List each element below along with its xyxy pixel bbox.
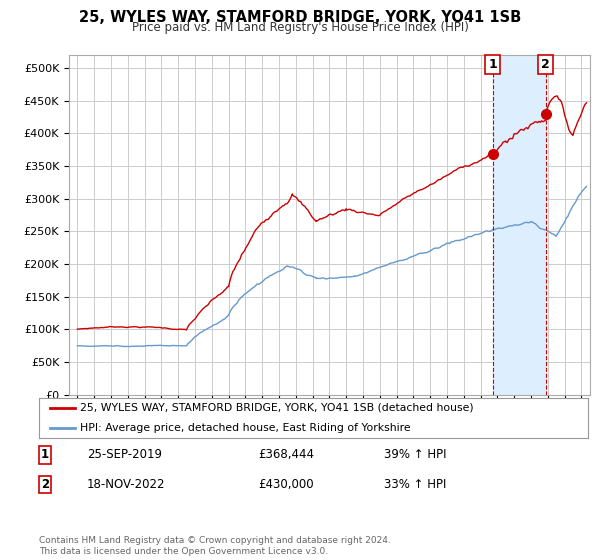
Text: 25, WYLES WAY, STAMFORD BRIDGE, YORK, YO41 1SB (detached house): 25, WYLES WAY, STAMFORD BRIDGE, YORK, YO… (80, 403, 474, 413)
Text: 25, WYLES WAY, STAMFORD BRIDGE, YORK, YO41 1SB: 25, WYLES WAY, STAMFORD BRIDGE, YORK, YO… (79, 10, 521, 25)
Text: 2: 2 (41, 478, 49, 491)
Text: Contains HM Land Registry data © Crown copyright and database right 2024.
This d: Contains HM Land Registry data © Crown c… (39, 536, 391, 556)
Text: 25-SEP-2019: 25-SEP-2019 (87, 448, 162, 461)
Text: £368,444: £368,444 (258, 448, 314, 461)
Text: £430,000: £430,000 (258, 478, 314, 491)
Bar (493, 55, 546, 395)
Text: 1: 1 (41, 448, 49, 461)
Text: 39% ↑ HPI: 39% ↑ HPI (384, 448, 446, 461)
Text: 18-NOV-2022: 18-NOV-2022 (87, 478, 166, 491)
Text: 33% ↑ HPI: 33% ↑ HPI (384, 478, 446, 491)
Text: 1: 1 (488, 58, 497, 71)
Text: 2: 2 (541, 58, 550, 71)
Text: Price paid vs. HM Land Registry's House Price Index (HPI): Price paid vs. HM Land Registry's House … (131, 21, 469, 34)
Text: HPI: Average price, detached house, East Riding of Yorkshire: HPI: Average price, detached house, East… (80, 423, 411, 433)
